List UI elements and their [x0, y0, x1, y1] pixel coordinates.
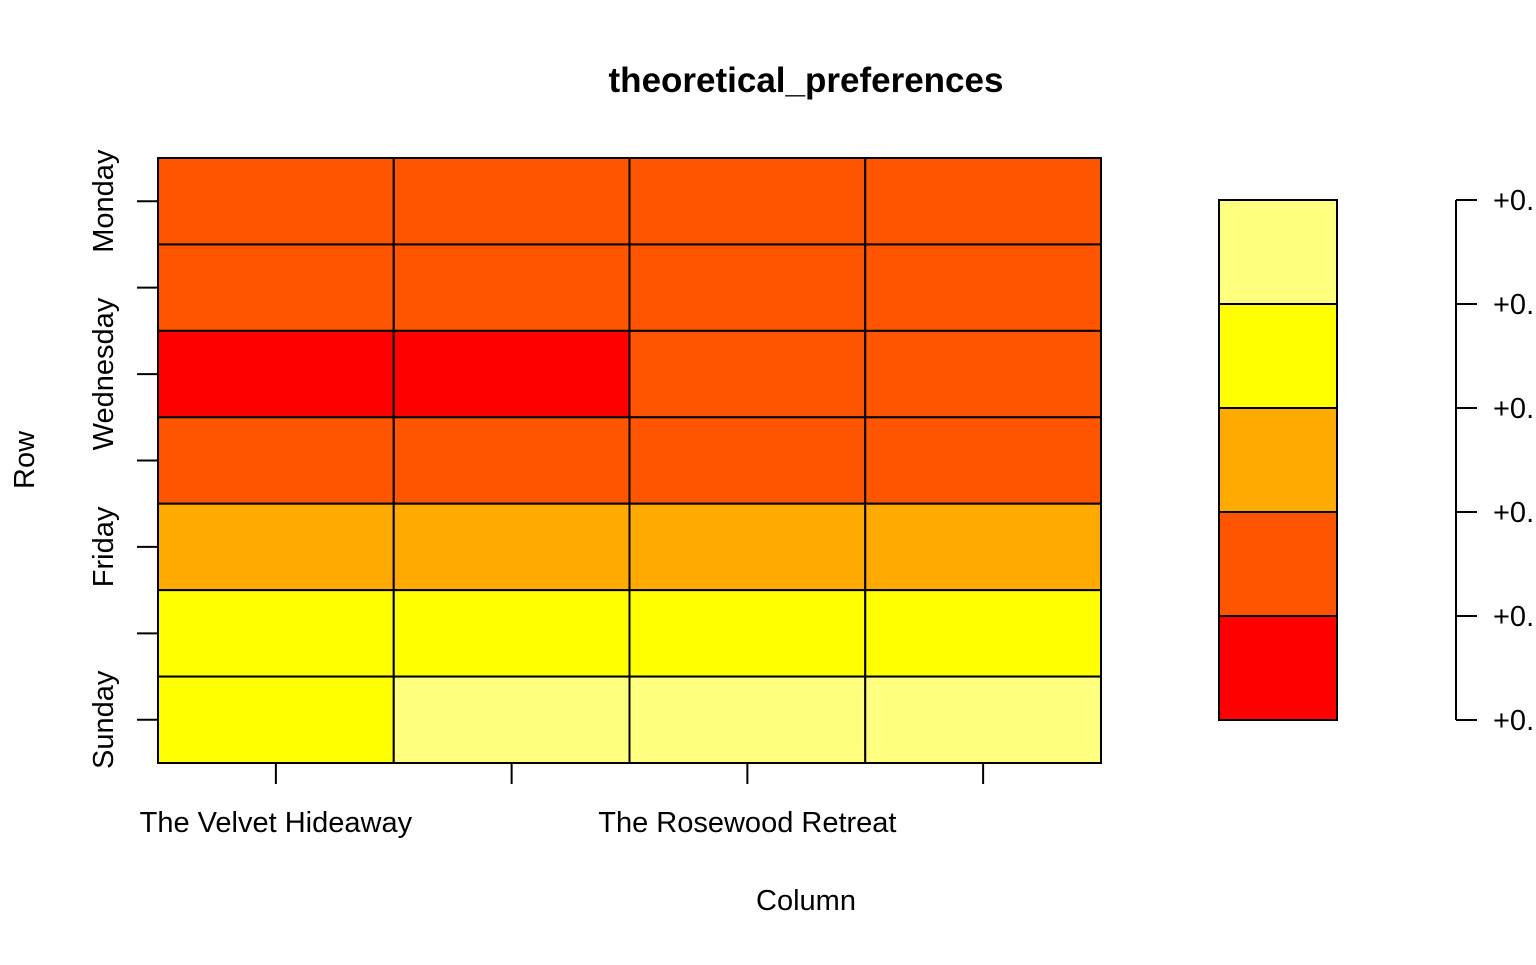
y-tick-label: Friday	[88, 506, 120, 587]
heatmap-cell	[392, 329, 631, 419]
heatmap-cell	[864, 243, 1102, 332]
legend-tick-label: +0.	[1493, 497, 1534, 529]
heatmap-cell	[628, 675, 867, 764]
legend-swatch	[1218, 303, 1338, 409]
heatmap-cell	[157, 329, 395, 419]
heatmap-cell	[392, 243, 631, 332]
heatmap-cell	[392, 416, 631, 505]
y-axis-label: Row	[9, 430, 41, 489]
chart-title: theoretical_preferences	[609, 61, 1004, 100]
heatmap-cell	[157, 416, 395, 505]
legend-swatch	[1218, 511, 1338, 617]
heatmap-cell	[157, 589, 395, 678]
color-legend: +0. +0. +0. +0. +0. +0.	[1218, 185, 1534, 737]
heatmap-cell	[628, 416, 867, 505]
heatmap-cell	[392, 589, 631, 678]
heatmap-cell	[864, 589, 1102, 678]
x-tick-label: The Velvet Hideaway	[140, 807, 413, 839]
heatmap-cell	[864, 502, 1102, 592]
y-tick-label: Sunday	[88, 670, 120, 769]
heatmap-cell	[864, 329, 1102, 419]
y-tick-label: Monday	[88, 149, 120, 253]
legend-tick-label: +0.	[1493, 289, 1534, 321]
axes: Monday Wednesday Friday Sunday The Velvet Hi…	[88, 149, 985, 839]
heatmap-cell	[157, 243, 395, 332]
heatmap-cell	[392, 502, 631, 592]
legend-tick-label: +0.	[1493, 393, 1534, 425]
heatmap-cell	[864, 416, 1102, 505]
heatmap-cell	[628, 502, 867, 592]
heatmap-cell	[864, 675, 1102, 764]
heatmap-cell	[864, 157, 1102, 246]
heatmap-cell	[628, 589, 867, 678]
legend-tick-label: +0.	[1493, 185, 1534, 217]
legend-swatch	[1218, 615, 1338, 721]
x-tick-label: The Rosewood Retreat	[598, 807, 896, 839]
heatmap-cell	[628, 329, 867, 419]
heatmap-cells	[157, 157, 1102, 764]
heatmap-cell	[628, 157, 867, 246]
heatmap-cell	[392, 675, 631, 764]
legend-tick-label: +0.	[1493, 705, 1534, 737]
heatmap-cell	[628, 243, 867, 332]
heatmap-cell	[157, 157, 395, 246]
heatmap-cell	[157, 675, 395, 764]
legend-swatch	[1218, 407, 1338, 513]
x-axis-label: Column	[756, 885, 856, 917]
y-tick-label: Wednesday	[88, 297, 120, 450]
heatmap-cell	[392, 157, 631, 246]
legend-tick-label: +0.	[1493, 601, 1534, 633]
heatmap-cell	[157, 502, 395, 592]
legend-swatch	[1218, 199, 1338, 305]
